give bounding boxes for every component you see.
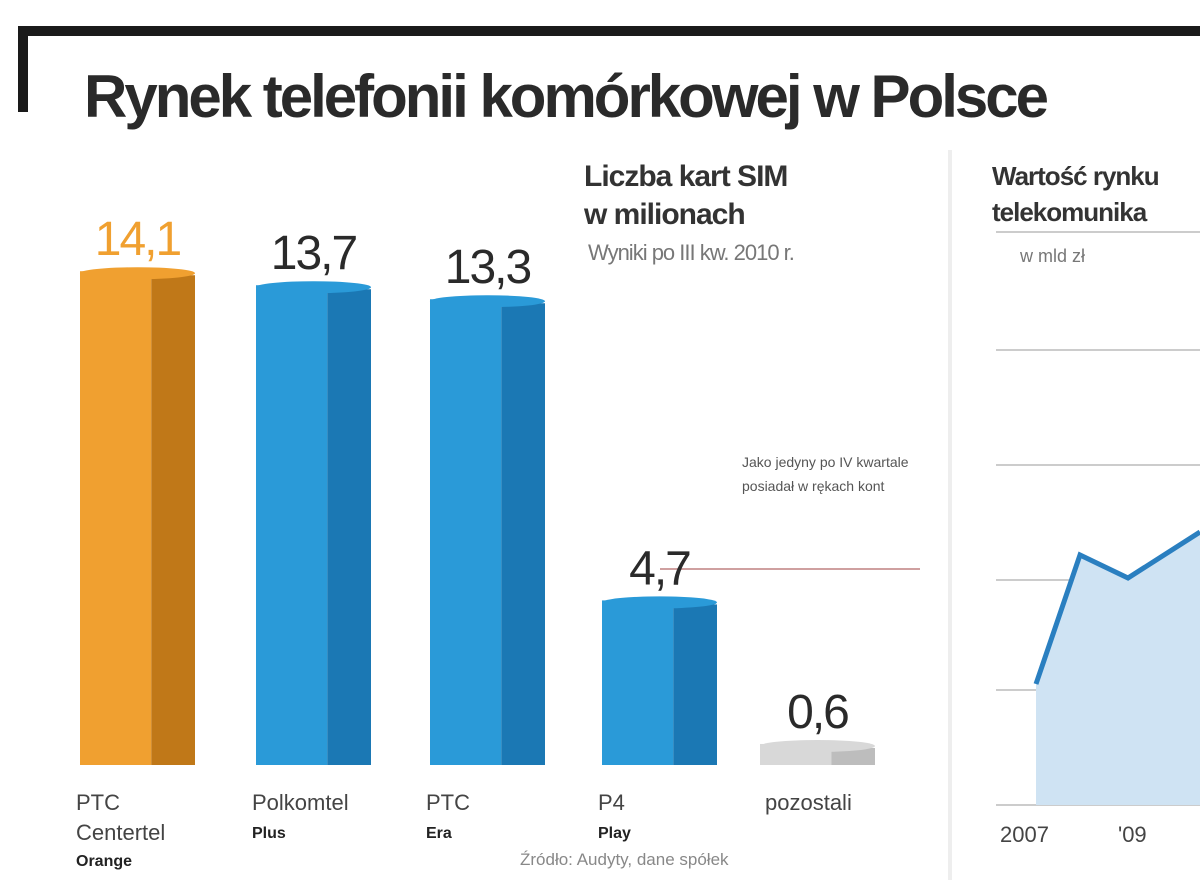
x-tick-label-1: '09 [1118,822,1147,847]
x-tick-label-0: 2007 [1000,822,1049,847]
bar-side-0 [151,275,195,765]
bar-front-0 [80,271,152,765]
bar-side-4 [831,747,875,765]
chart-title: Rynek telefonii komórkowej w Polsce [84,63,1049,130]
area-fill [1036,532,1200,805]
bar-side-1 [327,289,371,765]
bar-top-0 [80,267,195,280]
subtitle-line-2: w milionach [584,198,746,231]
bar-front-1 [256,285,328,765]
right-chart-title: Wartość rynku telekomunika [992,158,1160,230]
category-label-4: pozostali [765,790,852,815]
bar-value-label-2: 13,3 [445,241,531,294]
annotation-text: Jako jedyny po IV kwartale posiadał w rę… [742,454,909,494]
bar-top-4 [760,739,875,752]
category-label-2: PTC [426,790,470,815]
right-title-line-2: telekomunika [992,197,1147,227]
bar-top-1 [256,281,371,294]
frame-top-border [18,26,1200,36]
category-label-0-line2: Centertel [76,820,165,845]
area-line [1033,529,1200,685]
bar-side-2 [501,303,545,765]
brand-label-1: Plus [252,825,286,842]
brand-label-0: Orange [76,853,132,870]
bar-value-label-0: 14,1 [95,213,181,266]
category-label-1: Polkomtel [252,790,349,815]
bar-front-3 [602,600,674,765]
bar-side-3 [673,604,717,765]
right-chart-unit: w mld zł [1020,246,1086,266]
category-label-3: P4 [598,790,625,815]
brand-label-3: Play [598,825,631,842]
bar-value-label-1: 13,7 [271,227,357,280]
brand-label-2: Era [426,825,452,842]
chart-subtitle: Liczba kart SIM w milionach [584,158,788,234]
bar-value-label-4: 0,6 [787,686,848,739]
bar-value-label-3: 4,7 [629,542,690,595]
bar-top-3 [602,596,717,609]
right-title-line-1: Wartość rynku [992,161,1160,191]
bar-top-2 [430,295,545,308]
frame-left-border [18,26,28,112]
chart-subnote: Wyniki po III kw. 2010 r. [588,240,795,265]
subtitle-line-1: Liczba kart SIM [584,160,788,193]
panel-divider [948,150,952,880]
category-label-0: PTC [76,790,120,815]
source-note: Źródło: Audyty, dane spółek [520,850,729,869]
bar-front-2 [430,299,502,765]
annotation-leader-line [660,568,920,570]
